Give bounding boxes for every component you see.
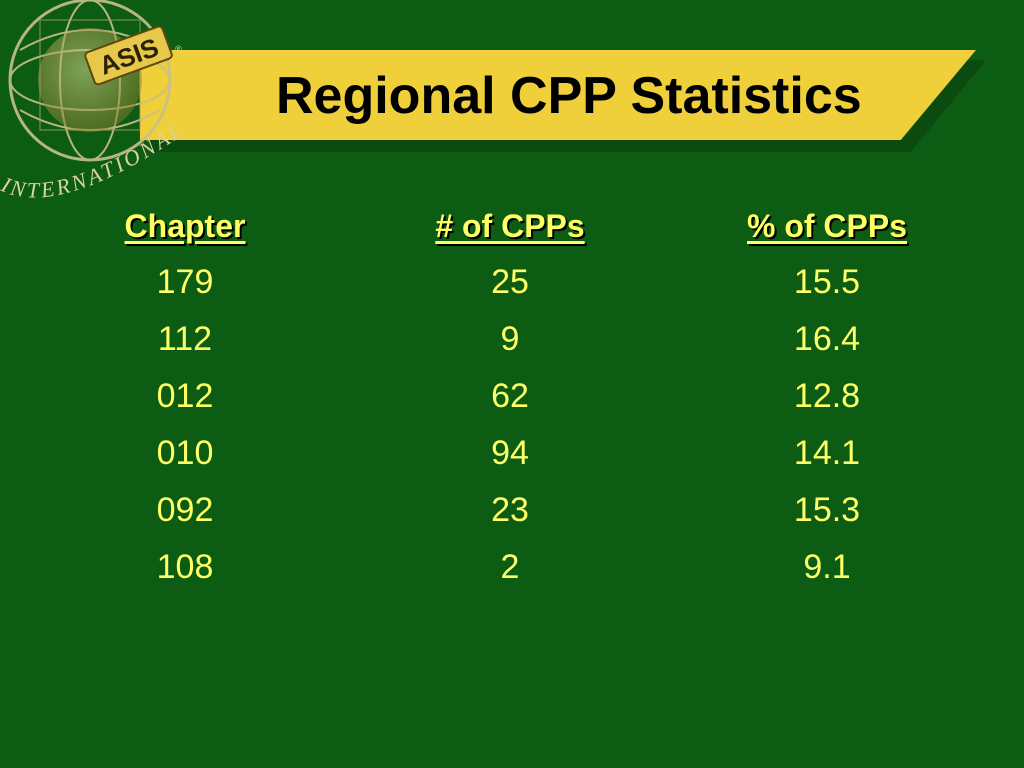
cell-chapter: 012 — [156, 377, 214, 415]
cell-num-cpps: 2 — [500, 548, 520, 586]
cell-num-cpps: 62 — [491, 377, 529, 415]
cell-num-cpps: 25 — [491, 263, 529, 301]
cell-pct-cpps: 15.5 — [793, 263, 861, 301]
cell-num-cpps: 9 — [500, 320, 520, 358]
column-pct-cpps: % of CPPs 15.5 16.4 12.8 14.1 15.3 9.1 — [712, 198, 942, 596]
slide-title: Regional CPP Statistics — [276, 67, 862, 125]
column-chapter: Chapter 179 112 012 010 092 108 — [85, 198, 285, 596]
cell-pct-cpps: 14.1 — [793, 434, 861, 472]
cell-num-cpps: 23 — [491, 491, 529, 529]
cell-pct-cpps: 9.1 — [803, 548, 851, 586]
cell-pct-cpps: 15.3 — [793, 491, 861, 529]
logo-registered-mark: ® — [175, 44, 182, 54]
cell-chapter: 108 — [156, 548, 214, 586]
cell-pct-cpps: 12.8 — [793, 377, 861, 415]
cell-chapter: 179 — [156, 263, 214, 301]
header-chapter: Chapter — [124, 208, 246, 244]
cell-pct-cpps: 16.4 — [793, 320, 861, 358]
header-pct-cpps: % of CPPs — [746, 208, 908, 244]
cell-chapter: 010 — [156, 434, 214, 472]
header-num-cpps: # of CPPs — [435, 208, 585, 244]
cell-chapter: 112 — [157, 320, 213, 358]
cell-chapter: 092 — [156, 491, 214, 529]
cell-num-cpps: 94 — [491, 434, 529, 472]
title-banner — [140, 50, 976, 140]
column-num-cpps: # of CPPs 25 9 62 94 23 2 — [405, 198, 615, 596]
asis-international-logo: ASIS INTERNATIONAL ® — [0, 0, 186, 203]
